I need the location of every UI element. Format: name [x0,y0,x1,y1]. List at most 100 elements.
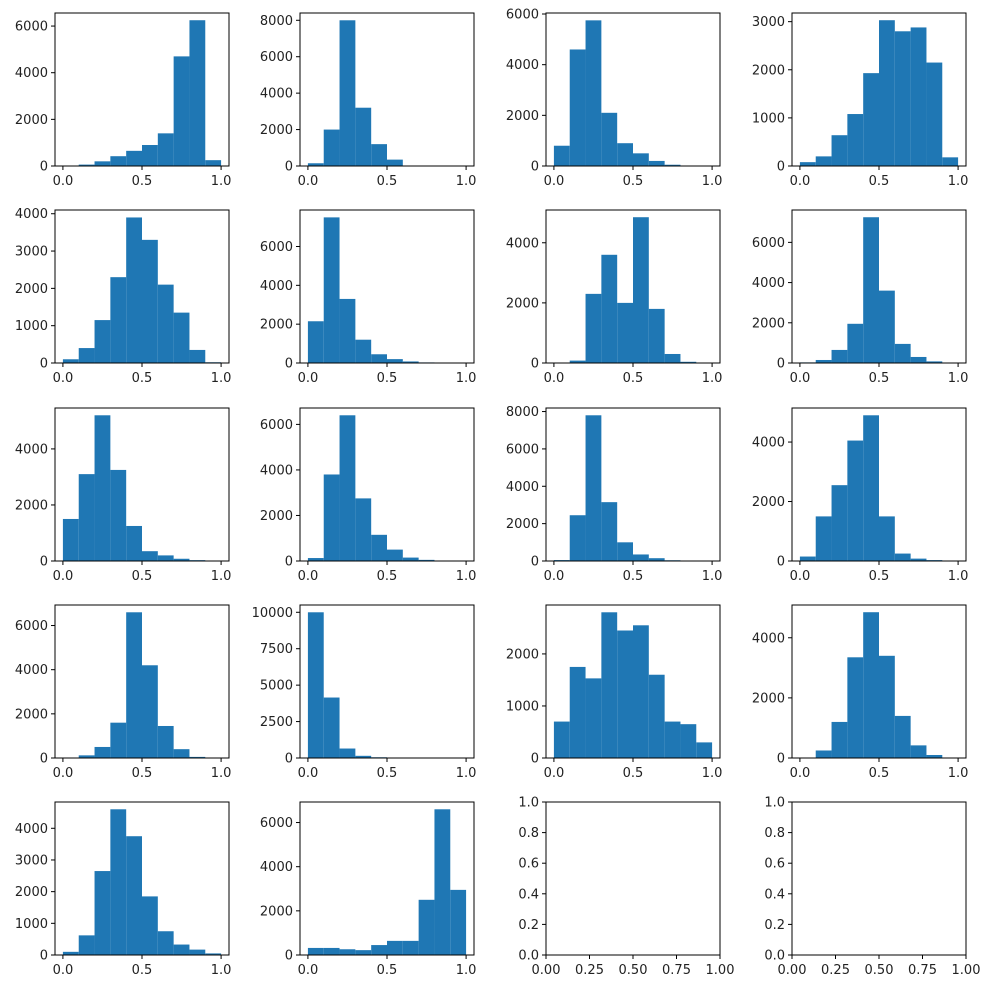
histogram-bar [355,340,371,363]
y-tick-label: 4000 [506,58,539,73]
histogram-bar [633,217,649,363]
y-tick-label: 2000 [260,318,293,333]
histogram-bar [142,240,158,363]
histogram-bar [816,516,832,561]
histogram-bar [554,722,570,758]
y-tick-label: 4000 [15,66,48,81]
x-tick-label: 1.0 [456,371,477,386]
histogram-bar [174,313,190,363]
histogram-bar [142,551,158,561]
histogram-bar [847,441,863,561]
y-tick-label: 0 [285,949,293,964]
histogram-bar [847,324,863,363]
x-tick-label: 0.00 [532,963,561,978]
axes-frame [546,802,720,955]
y-tick-label: 2000 [506,647,539,662]
x-tick-label: 0.0 [53,174,74,189]
x-tick-label: 1.0 [702,569,723,584]
histogram-bar [879,291,895,363]
histogram-bar [110,809,126,955]
y-tick-label: 5000 [260,679,293,694]
y-tick-label: 2000 [752,691,785,706]
histogram-bar [586,294,602,363]
y-tick-label: 0.0 [764,949,785,964]
histogram-bar [911,357,927,363]
y-tick-label: 2000 [15,282,48,297]
histogram-bar [665,722,681,758]
y-tick-label: 0 [40,160,48,175]
histogram-bar [816,750,832,758]
x-tick-label: 0.0 [544,569,565,584]
histogram-bar [633,153,649,166]
histogram-bar [665,354,681,363]
histogram-bar [832,722,848,758]
y-tick-label: 4000 [15,822,48,837]
x-tick-label: 1.00 [952,963,981,978]
y-tick-label: 6000 [260,240,293,255]
x-tick-label: 1.0 [211,766,232,781]
y-tick-label: 6000 [506,442,539,457]
histogram-bar [586,415,602,561]
histogram-bar [680,724,696,758]
histogram-bar [324,130,340,166]
histogram-bar [847,657,863,758]
y-tick-label: 0.6 [764,857,785,872]
x-tick-label: 0.0 [298,371,319,386]
x-tick-label: 0.5 [377,371,398,386]
histogram-bar [419,900,435,955]
x-tick-label: 0.5 [132,174,153,189]
histogram-bar [95,415,111,561]
histogram-bar [371,535,387,561]
histogram-bar [696,742,712,758]
histogram-bar [434,809,450,955]
x-tick-label: 0.5 [623,766,644,781]
histogram-bar [617,303,633,363]
histogram-bar [371,354,387,363]
x-tick-label: 1.0 [456,174,477,189]
histogram-bar [63,519,79,561]
x-tick-label: 0.0 [53,569,74,584]
x-tick-label: 0.5 [377,174,398,189]
histogram-bar [601,113,617,166]
histogram-bar [110,156,126,166]
histogram-bar [371,945,387,955]
y-tick-label: 3000 [752,15,785,30]
histogram-bar [355,108,371,166]
x-tick-label: 0.0 [298,569,319,584]
y-tick-label: 0 [285,160,293,175]
histogram-bar [340,949,356,955]
y-tick-label: 0 [777,555,785,570]
y-tick-label: 4000 [15,442,48,457]
histogram-bar [879,656,895,758]
y-tick-label: 1000 [15,319,48,334]
y-tick-label: 0 [40,357,48,372]
y-tick-label: 4000 [506,480,539,495]
histogram-bar [79,474,95,561]
x-tick-label: 0.0 [544,371,565,386]
histogram-bar [387,359,403,363]
y-tick-label: 0 [777,160,785,175]
x-tick-label: 0.0 [53,766,74,781]
x-tick-label: 0.0 [298,766,319,781]
histogram-bar [863,612,879,758]
histogram-bar [633,625,649,758]
histogram-bar [570,515,586,561]
y-tick-label: 6000 [260,418,293,433]
y-tick-label: 2000 [260,123,293,138]
x-tick-label: 0.00 [778,963,807,978]
y-tick-label: 6000 [752,236,785,251]
x-tick-label: 1.0 [948,569,969,584]
x-tick-label: 0.5 [377,569,398,584]
histogram-bar [126,836,142,955]
histogram-bar [863,73,879,166]
histogram-bar [110,277,126,363]
histogram-bar [895,344,911,363]
histogram-bar [308,612,324,758]
histogram-bar [570,49,586,166]
histogram-bar [63,359,79,363]
